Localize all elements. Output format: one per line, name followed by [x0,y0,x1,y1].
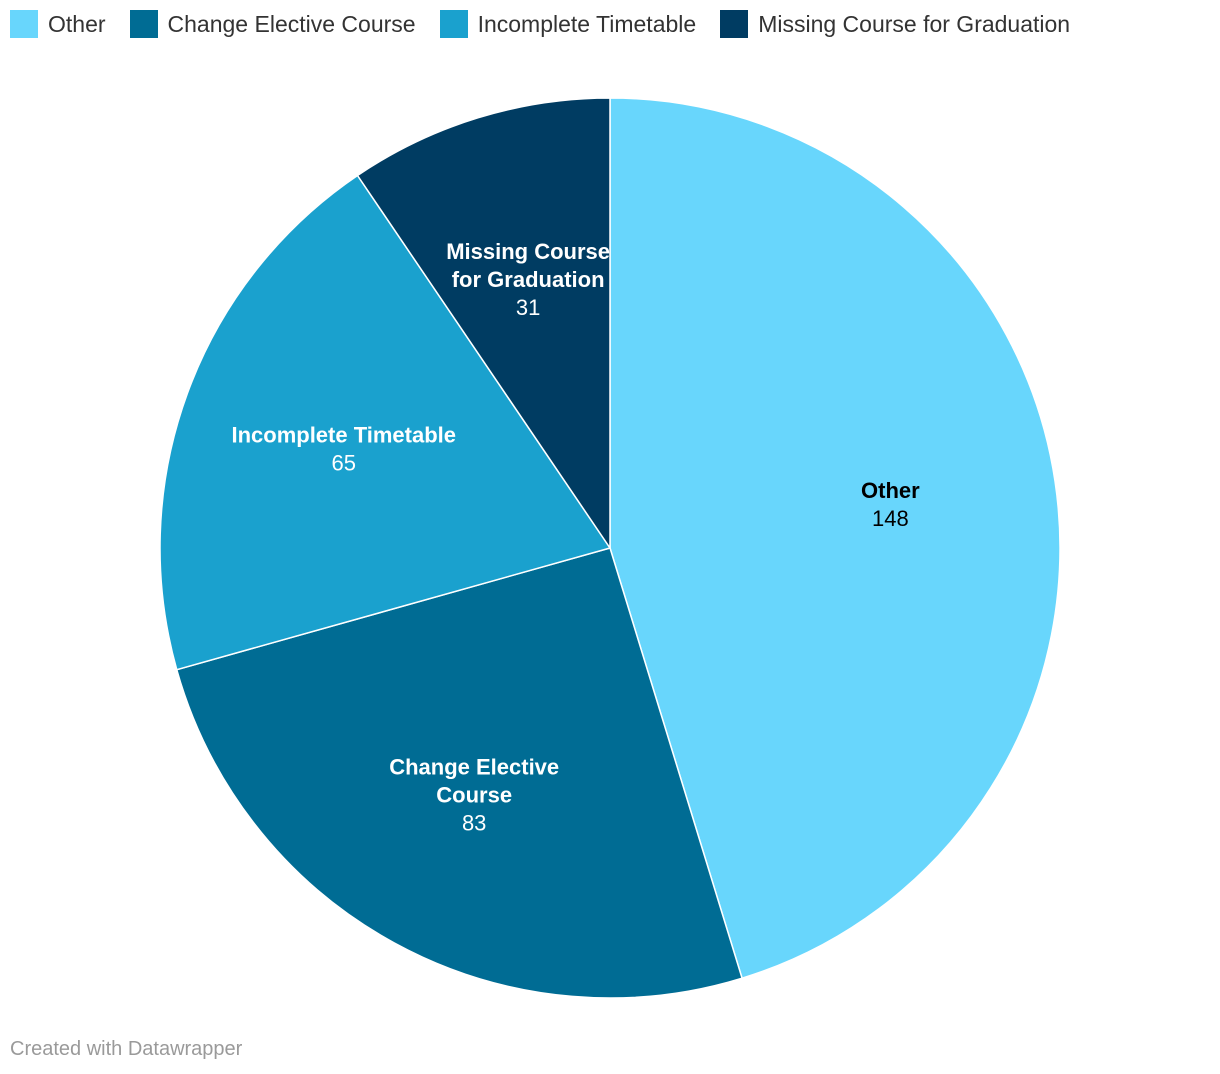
slice-label-name: Course [436,783,512,808]
slice-label-name: Other [861,478,920,503]
legend-swatch [439,10,468,38]
pie-slice-change-elective-course [175,547,743,999]
legend-item-other: Other [10,10,106,38]
slice-label-name: Incomplete Timetable [231,422,456,447]
slice-label-name: Missing Course [446,239,610,264]
pie-slice-other [609,97,1061,980]
slice-label-value: 148 [872,506,909,531]
slice-label-incomplete-timetable: Incomplete Timetable 65 [231,422,456,475]
slice-label-missing-course-for-graduation: Missing Course for Graduation 31 [446,239,610,320]
pie-slice-missing-course-for-graduation [356,97,611,551]
slice-label-name: Change Elective [389,755,559,780]
legend-item-incomplete-timetable: Incomplete Timetable [439,10,697,38]
pie-slice-incomplete-timetable [159,174,612,671]
chart-legend: Other Change Elective Course Incomplete Ti… [10,8,1070,40]
legend-swatch [10,10,38,38]
slice-label-name: for Graduation [452,267,605,292]
legend-label: Other [48,10,106,37]
legend-label: Missing Course for Graduation [758,10,1071,37]
slice-label-value: 83 [462,811,486,836]
slice-label-value: 65 [332,450,356,475]
legend-label: Incomplete Timetable [477,10,697,37]
legend-swatch [129,10,158,38]
slice-label-change-elective-course: Change Elective Course 83 [389,755,559,836]
legend-swatch [720,10,749,38]
legend-item-change-elective-course: Change Elective Course [129,10,416,38]
slice-label-value: 31 [516,295,540,320]
legend-item-missing-course-for-graduation: Missing Course for Graduation [720,10,1070,38]
legend-label: Change Elective Course [167,10,416,37]
credit-footer: Created with Datawrapper [10,1038,243,1060]
slice-label-other: Other 148 [861,478,920,531]
